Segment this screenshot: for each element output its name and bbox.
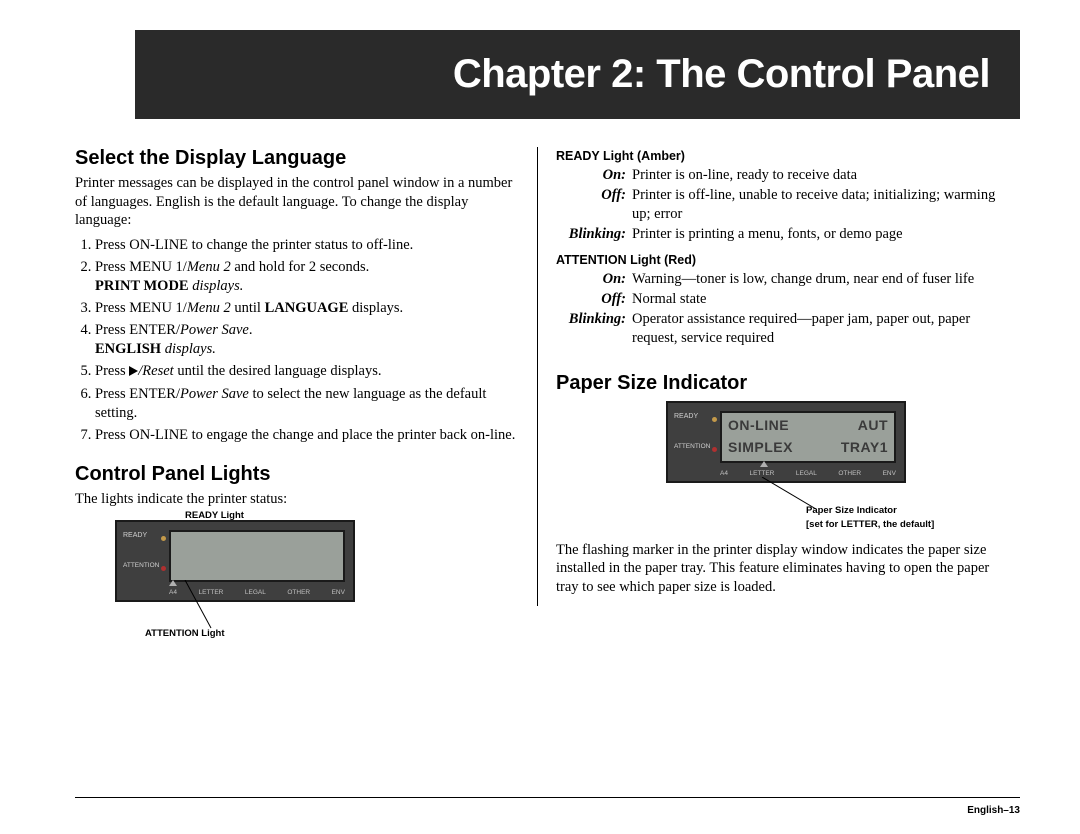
- attention-led-icon: [161, 566, 166, 571]
- play-icon: [129, 366, 138, 376]
- step-2: Press MENU 1/Menu 2 and hold for 2 secon…: [95, 258, 519, 296]
- printer-display-figure-left: READY Light READY ATTENTION A4 LETTER LE…: [115, 520, 395, 602]
- lcd-screen: ON-LINE AUT SIMPLEX TRAY1: [720, 411, 896, 463]
- ready-led-icon: [161, 536, 166, 541]
- steps-list: Press ON-LINE to change the printer stat…: [75, 236, 519, 445]
- intro-text: Printer messages can be displayed in the…: [75, 174, 519, 230]
- callout-paper-size-default: [set for LETTER, the default]: [806, 519, 934, 530]
- lights-intro: The lights indicate the printer status:: [75, 490, 519, 509]
- footer-rule: [75, 797, 1020, 798]
- callout-attention-light: ATTENTION Light: [145, 628, 225, 639]
- heading-select-language: Select the Display Language: [75, 147, 519, 170]
- step-4: Press ENTER/Power Save. ENGLISH displays…: [95, 321, 519, 359]
- step-1: Press ON-LINE to change the printer stat…: [95, 236, 519, 255]
- step-7: Press ON-LINE to engage the change and p…: [95, 426, 519, 445]
- ready-light-states: On:Printer is on-line, ready to receive …: [556, 166, 1000, 243]
- paper-size-body: The flashing marker in the printer displ…: [556, 541, 1000, 597]
- left-column: Select the Display Language Printer mess…: [75, 147, 537, 606]
- subhead-ready-light: READY Light (Amber): [556, 149, 1000, 163]
- step-3: Press MENU 1/Menu 2 until LANGUAGE displ…: [95, 299, 519, 318]
- right-column: READY Light (Amber) On:Printer is on-lin…: [538, 147, 1000, 606]
- step-5: Press /Reset until the desired language …: [95, 362, 519, 381]
- subhead-attention-light: ATTENTION Light (Red): [556, 253, 1000, 267]
- lcd-screen: [169, 530, 345, 582]
- page-footer: English–13: [967, 805, 1020, 816]
- heading-control-panel-lights: Control Panel Lights: [75, 463, 519, 486]
- chapter-title: Chapter 2: The Control Panel: [135, 30, 1020, 119]
- attention-led-icon: [712, 447, 717, 452]
- callout-paper-size: Paper Size Indicator: [806, 505, 897, 516]
- attention-light-states: On:Warning—toner is low, change drum, ne…: [556, 270, 1000, 347]
- heading-paper-size-indicator: Paper Size Indicator: [556, 372, 1000, 395]
- indicator-marker-icon: [760, 461, 768, 467]
- ready-led-icon: [712, 417, 717, 422]
- callout-line-icon: [173, 580, 213, 630]
- printer-display-figure-right: READY ATTENTION ON-LINE AUT SIMPLEX TRAY…: [666, 401, 946, 483]
- step-6: Press ENTER/Power Save to select the new…: [95, 385, 519, 423]
